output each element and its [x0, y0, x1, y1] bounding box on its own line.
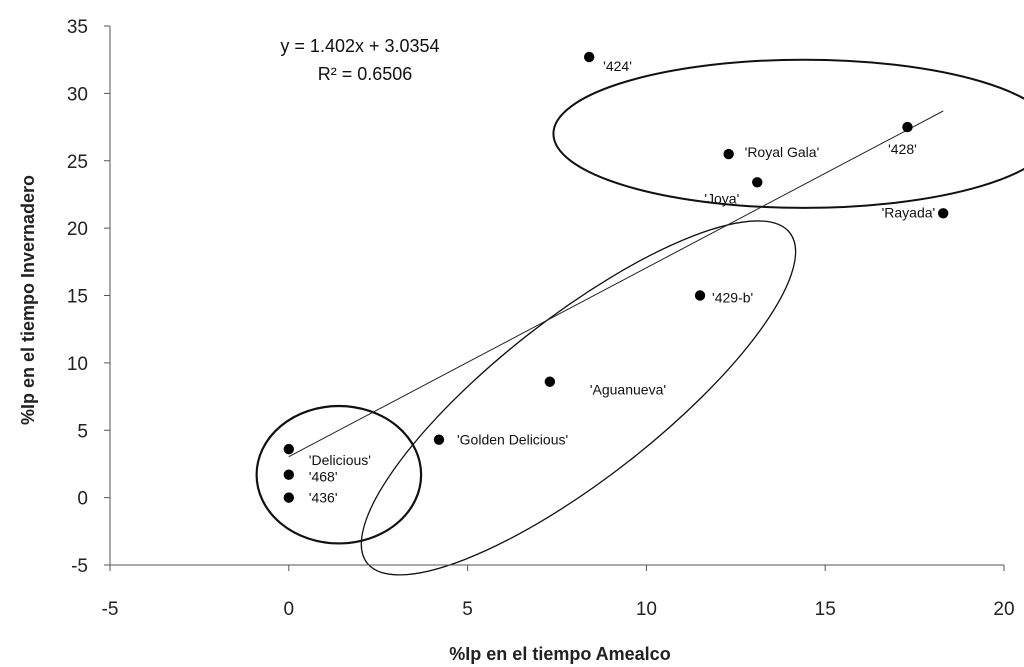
y-tick-label: 5: [77, 421, 88, 442]
point-label: '424': [603, 58, 632, 74]
group-ellipse: [360, 220, 797, 576]
ticks: -5 0 5 10 15 20 -5 0 5 10 15 20 25 30 35: [67, 17, 1015, 620]
x-tick-label: 0: [284, 599, 295, 620]
point-label: 'Royal Gala': [745, 144, 820, 160]
x-tick-label: 5: [462, 599, 473, 620]
data-point: [752, 177, 763, 188]
group-ellipses: [255, 58, 1024, 576]
group-ellipse: [552, 58, 1024, 209]
point-label: '428': [888, 141, 917, 157]
x-tick-label: 10: [636, 599, 657, 620]
data-point: [283, 492, 294, 503]
data-point: [283, 443, 294, 455]
point-label: 'Delicious': [309, 452, 371, 468]
point-label: 'Joya': [704, 190, 739, 206]
point-labels: '424' '428' 'Royal Gala' 'Joya' 'Rayada' '429…: [309, 58, 935, 506]
y-tick-label: 20: [67, 219, 88, 240]
point-label: '436': [309, 490, 338, 506]
y-tick-label: 30: [67, 84, 88, 105]
y-axis-title: %Ip en el tiempo Invernadero: [18, 175, 38, 425]
trendline: [288, 110, 944, 458]
data-point: [938, 208, 949, 219]
group-ellipse: [255, 404, 423, 545]
trendline-equation: y = 1.402x + 3.0354: [280, 36, 439, 56]
x-tick-label: 15: [815, 599, 836, 620]
data-points: [283, 51, 949, 503]
y-tick-label: 35: [67, 17, 88, 38]
axes: [109, 26, 1004, 566]
y-tick-label: 10: [67, 354, 88, 375]
data-point: [694, 290, 706, 301]
y-tick-label: 25: [67, 152, 88, 173]
x-tick-label: -5: [102, 599, 119, 620]
data-point: [723, 148, 734, 160]
data-point: [583, 51, 595, 63]
data-point: [283, 469, 294, 480]
point-label: '468': [309, 469, 338, 485]
point-label: 'Aguanueva': [590, 382, 666, 398]
y-tick-label: 15: [67, 287, 88, 308]
trendline-r-squared: R² = 0.6506: [318, 64, 413, 84]
point-label: 'Rayada': [882, 204, 936, 220]
x-tick-label: 20: [993, 599, 1014, 620]
data-point: [902, 121, 913, 133]
data-point: [433, 434, 445, 445]
point-label: 'Golden Delicious': [457, 432, 568, 448]
y-tick-label: 0: [77, 489, 88, 510]
y-tick-label: -5: [71, 556, 88, 577]
point-label: '429-b': [712, 290, 753, 306]
data-point: [544, 376, 556, 387]
x-axis-title: %Ip en el tiempo Amealco: [449, 644, 670, 664]
